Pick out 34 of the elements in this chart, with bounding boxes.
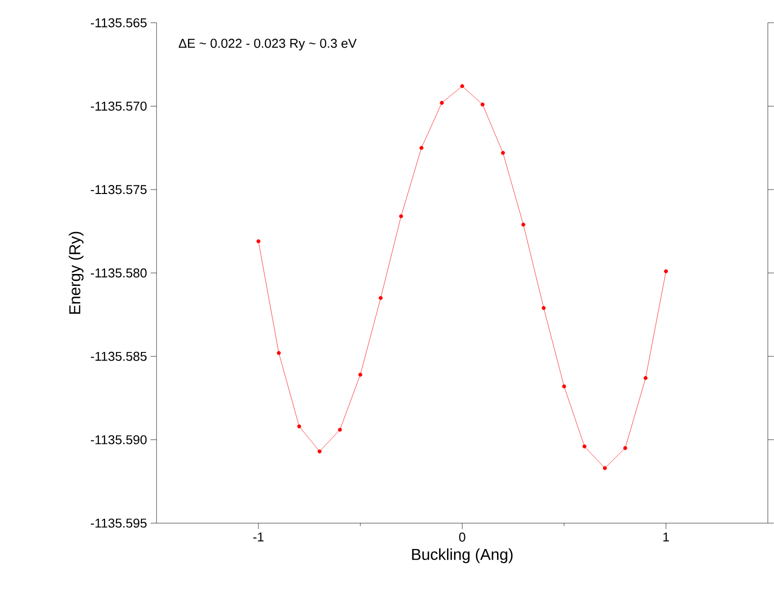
- point: [644, 376, 648, 380]
- point: [623, 446, 628, 450]
- y-tick-label: -1135.575: [90, 184, 147, 194]
- point: [378, 296, 383, 300]
- y-axis-title: Energy (Ry): [68, 232, 84, 314]
- y-tick-label: -1135.570: [90, 101, 147, 111]
- point: [480, 102, 485, 106]
- point: [256, 239, 260, 244]
- point: [297, 424, 302, 428]
- point: [419, 146, 424, 150]
- y-tick-label: -1135.595: [90, 518, 147, 528]
- y-tick-label: -1135.580: [90, 268, 147, 278]
- y-tick-label: -1135.585: [90, 352, 147, 361]
- point: [664, 269, 668, 274]
- point: [562, 384, 566, 388]
- point: [500, 150, 505, 155]
- y-tick-label: -1135.590: [90, 435, 147, 444]
- point: [542, 306, 546, 310]
- x-tick-label: -1: [253, 532, 264, 542]
- point: [358, 372, 362, 376]
- annotation: ΔE ~ 0.022 - 0.023 Ry ~ 0.3 eV: [178, 38, 357, 50]
- y-tick-label: -1135.565: [90, 18, 147, 28]
- point: [276, 350, 281, 355]
- point: [582, 444, 586, 448]
- x-tick-label: 0: [459, 532, 466, 542]
- x-axis-title: Buckling (Ang): [412, 548, 513, 563]
- point: [399, 214, 404, 218]
- point: [440, 100, 444, 105]
- point: [521, 222, 526, 226]
- point: [460, 84, 464, 88]
- x-tick-label: 1: [663, 532, 669, 542]
- point: [602, 466, 607, 470]
- point: [318, 449, 322, 454]
- point: [338, 428, 342, 432]
